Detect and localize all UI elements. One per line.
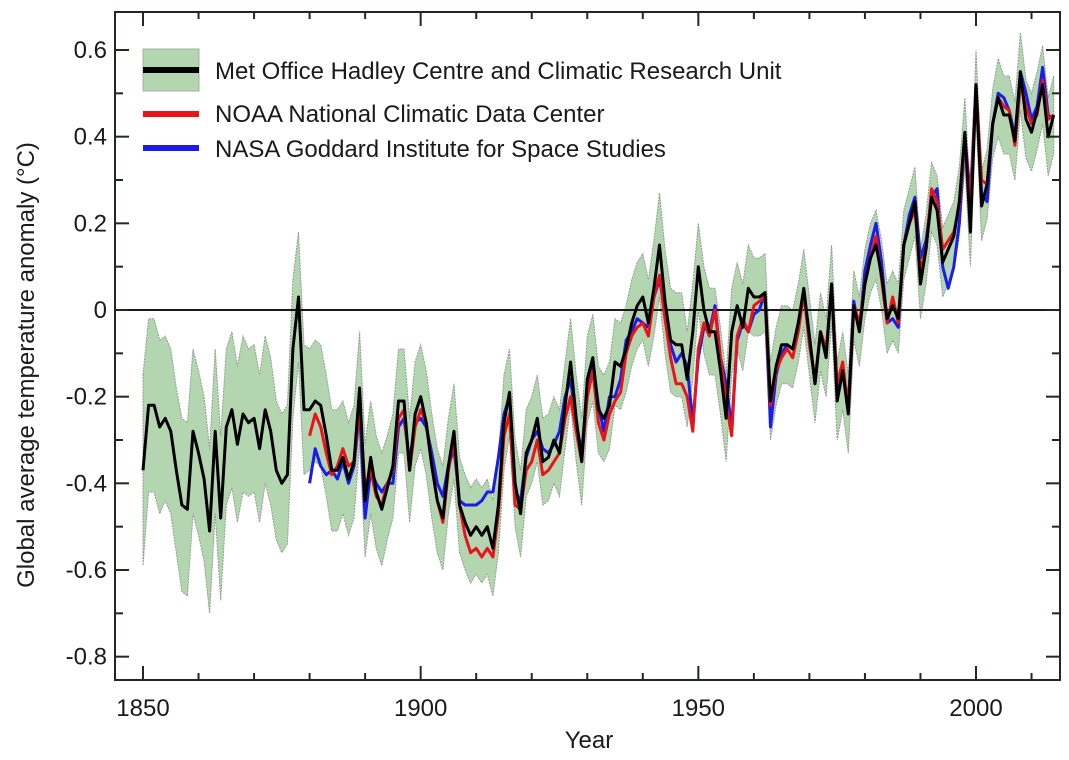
- x-axis-ticks: 1850 1900 1950 2000: [116, 12, 1033, 722]
- series-layer: [141, 65, 1056, 559]
- y-tick-label: 0.2: [74, 210, 107, 237]
- legend-label-hadcrut: Met Office Hadley Centre and Climatic Re…: [215, 58, 782, 85]
- y-axis-title: Global average temperature anomaly (°C): [13, 142, 40, 588]
- x-tick-label: 1850: [116, 695, 169, 722]
- legend-label-noaa: NOAA National Climatic Data Center: [215, 101, 604, 128]
- legend-label-nasa: NASA Goddard Institute for Space Studies: [215, 136, 666, 163]
- x-tick-label: 2000: [949, 695, 1002, 722]
- legend: Met Office Hadley Centre and Climatic Re…: [142, 48, 782, 163]
- y-tick-label: -0.6: [66, 557, 107, 584]
- series-hadcrut: [141, 70, 1056, 550]
- x-axis-title: Year: [565, 727, 614, 754]
- y-tick-label: -0.8: [66, 644, 107, 671]
- y-tick-label: -0.2: [66, 384, 107, 411]
- y-axis-ticks: 0.6 0.4 0.2 0 -0.2 -0.4 -0.6 -0.8: [66, 37, 1060, 671]
- y-tick-label: -0.4: [66, 470, 107, 497]
- x-tick-label: 1950: [672, 695, 725, 722]
- y-tick-label: 0.6: [74, 37, 107, 64]
- y-tick-label: 0: [94, 297, 107, 324]
- x-tick-label: 1900: [394, 695, 447, 722]
- y-tick-label: 0.4: [74, 124, 107, 151]
